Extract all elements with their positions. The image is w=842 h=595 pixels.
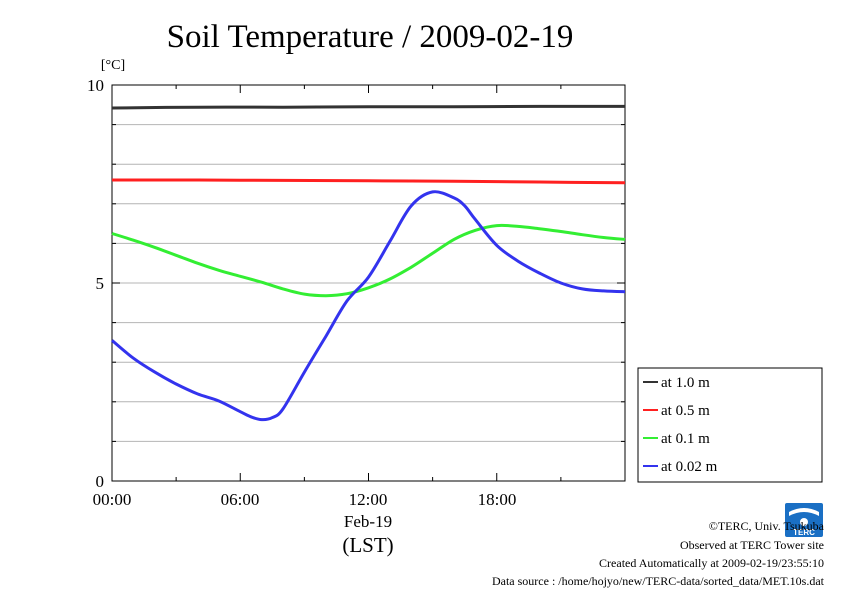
y-tick-label: 0 — [96, 472, 105, 491]
series-line-at-0-5-m — [112, 178, 626, 185]
y-tick-label: 5 — [96, 274, 105, 293]
logo-wave — [789, 508, 819, 516]
x-date-label: Feb-19 — [344, 512, 392, 531]
x-timezone-label: (LST) — [342, 533, 393, 557]
series-line-at-1-0-m — [111, 104, 626, 110]
y-axis-ticks — [112, 84, 625, 482]
x-tick-label: 06:00 — [221, 490, 260, 509]
chart-title: Soil Temperature / 2009-02-19 — [167, 19, 574, 55]
logo-drop — [800, 518, 808, 526]
credit-site: Observed at TERC Tower site — [680, 538, 824, 552]
y-tick-label: 10 — [87, 76, 104, 95]
credit-source: Data source : /home/hojyo/new/TERC-data/… — [492, 574, 825, 588]
legend-box — [637, 367, 823, 483]
x-tick-label: 18:00 — [478, 490, 517, 509]
legend-label: at 0.5 m — [661, 403, 710, 419]
legend-label: at 1.0 m — [661, 375, 710, 391]
legend-label: at 0.1 m — [661, 431, 710, 447]
legend: at 1.0 m at 0.5 m at 0.1 m at 0.02 m — [637, 367, 823, 483]
x-axis-ticks — [111, 85, 626, 481]
terc-logo: TERC — [785, 503, 823, 537]
x-tick-label: 12:00 — [349, 490, 388, 509]
credit-copyright: ©TERC, Univ. Tsukuba — [709, 519, 825, 533]
gridlines — [112, 124, 625, 442]
y-unit-label: [°C] — [101, 58, 125, 73]
series-line-at-0-1-m — [111, 223, 626, 298]
series-lines — [111, 104, 626, 422]
x-tick-label: 00:00 — [93, 490, 132, 509]
logo-text: TERC — [793, 528, 815, 537]
legend-label: at 0.02 m — [661, 459, 718, 475]
credit-created: Created Automatically at 2009-02-19/23:5… — [599, 556, 824, 570]
series-line-at-0-02-m — [111, 190, 626, 422]
